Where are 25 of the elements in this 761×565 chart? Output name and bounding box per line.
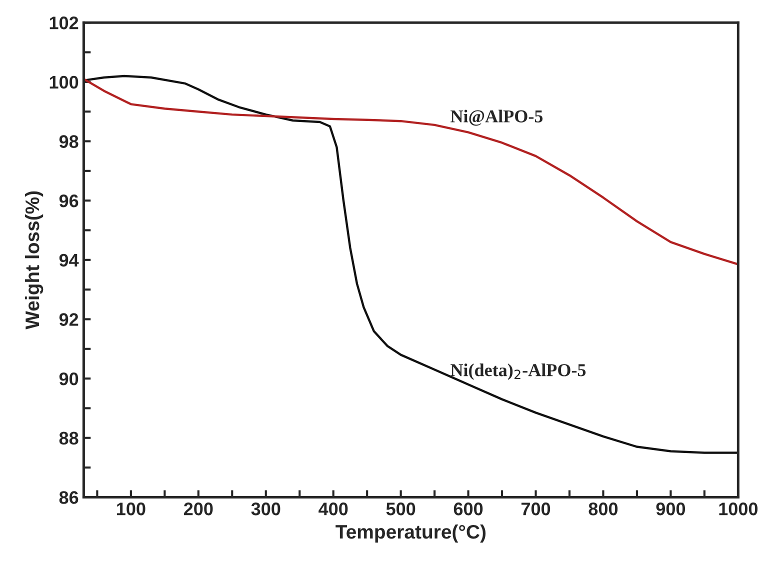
x-tick-label: 300 bbox=[251, 502, 280, 516]
y-tick-label: 92 bbox=[59, 313, 78, 326]
x-tick-label: 900 bbox=[656, 502, 686, 516]
x-tick-label: 1000 bbox=[719, 502, 758, 516]
y-tick-label: 94 bbox=[59, 254, 79, 267]
y-tick-label: 88 bbox=[59, 432, 78, 445]
line-series bbox=[84, 78, 738, 266]
x-tick-label: 800 bbox=[588, 502, 618, 516]
annotation: Ni@AlPO-5 bbox=[450, 110, 543, 126]
x-tick-label: 700 bbox=[521, 502, 550, 516]
y-axis-title: Weight loss(%) bbox=[24, 191, 44, 330]
y-tick-label: 90 bbox=[59, 372, 78, 386]
line-series bbox=[84, 74, 738, 454]
y-tick-label: 86 bbox=[59, 491, 78, 504]
x-axis-title: Temperature(°C) bbox=[336, 524, 486, 543]
y-tick-label: 100 bbox=[50, 76, 78, 89]
y-tick-label: 96 bbox=[59, 194, 78, 208]
x-tick-label: 200 bbox=[184, 502, 213, 516]
annotation: Ni(deta)$_{2}$-AlPO-5 bbox=[450, 364, 586, 380]
x-tick-label: 100 bbox=[117, 502, 146, 516]
x-tick-label: 600 bbox=[454, 502, 483, 516]
y-tick-label: 102 bbox=[50, 16, 78, 30]
x-tick-label: 400 bbox=[318, 502, 348, 516]
y-tick-label: 98 bbox=[59, 135, 78, 148]
x-tick-label: 500 bbox=[386, 502, 416, 516]
